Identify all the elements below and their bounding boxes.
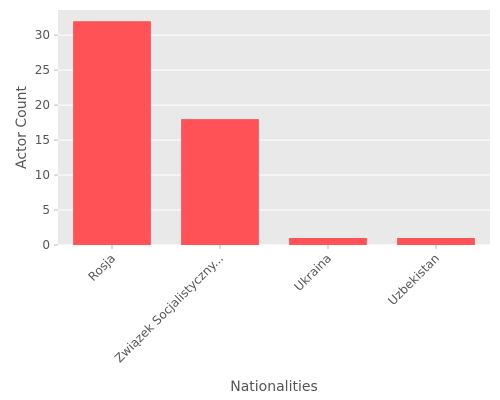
- y-tick-label: 0: [42, 238, 50, 252]
- x-tick-label: Związek Socjalistyczny...: [112, 251, 226, 365]
- y-axis-title: Actor Count: [14, 86, 30, 169]
- y-tick-label: 25: [35, 63, 50, 77]
- y-tick-label: 30: [35, 28, 50, 42]
- bar: [73, 21, 151, 245]
- y-axis-ticks: 0 5 10 15 20 25 30: [35, 28, 58, 252]
- x-tick-label: Ukraina: [291, 251, 334, 294]
- y-tick-label: 15: [35, 133, 50, 147]
- y-tick-label: 5: [42, 203, 50, 217]
- bar: [397, 238, 475, 245]
- x-tick-label: Uzbekistan: [385, 251, 442, 308]
- bars: [73, 21, 475, 245]
- bar: [181, 119, 259, 245]
- x-tick-label: Rosja: [86, 251, 119, 284]
- y-tick-label: 20: [35, 98, 50, 112]
- bar: [289, 238, 367, 245]
- x-axis-title: Nationalities: [230, 379, 318, 395]
- y-tick-label: 10: [35, 168, 50, 182]
